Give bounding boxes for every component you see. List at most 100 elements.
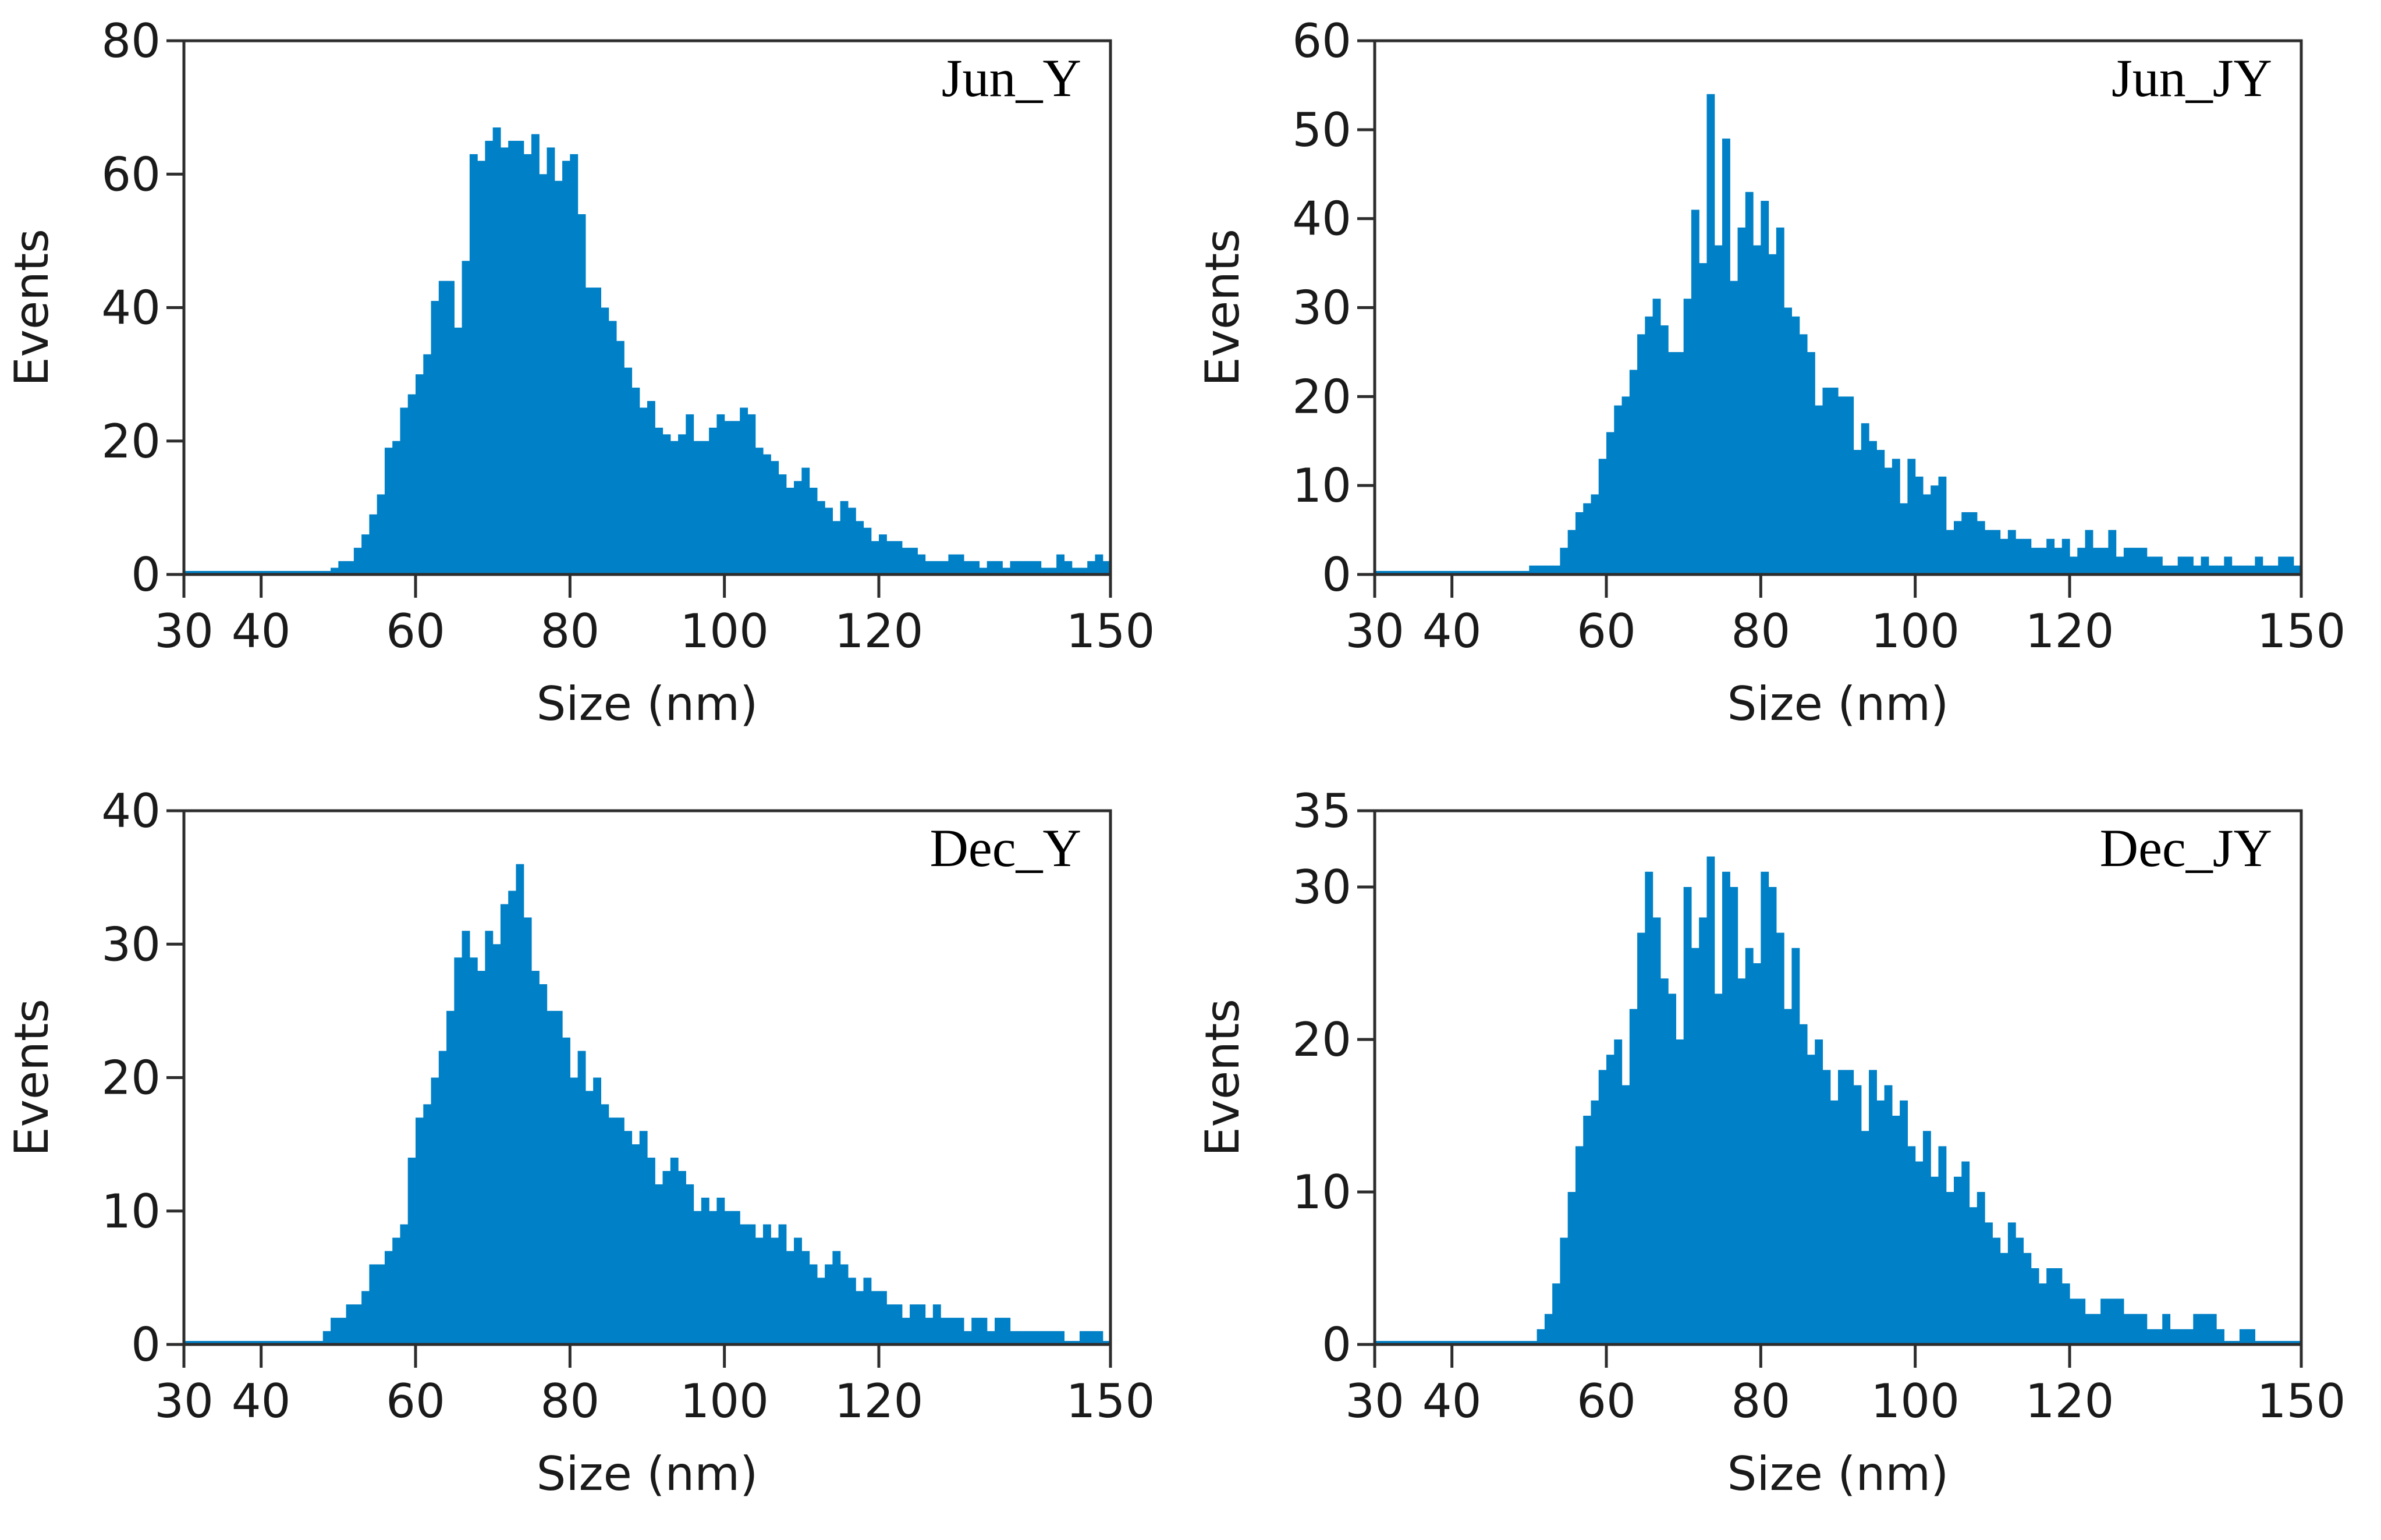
histogram-bar — [338, 1318, 347, 1344]
histogram-bar — [508, 140, 517, 574]
histogram-bar — [1706, 856, 1715, 1344]
histogram-bar — [2023, 1252, 2032, 1344]
histogram-panel-dec-y: 0 10 20 30 40 30 40 60 80 100 120 150 Size (nm) Event… — [0, 770, 1190, 1540]
histogram-bar — [2177, 1329, 2186, 1344]
histogram-bar — [863, 1278, 872, 1345]
histogram-bar — [1676, 1039, 1684, 1344]
histogram-bar — [416, 1117, 424, 1344]
x-tick-label: 150 — [1066, 604, 1155, 658]
x-tick-label: 40 — [232, 1374, 291, 1428]
histogram-bar — [1815, 405, 1823, 574]
histogram-bar — [794, 1237, 802, 1344]
histogram-bar — [948, 1318, 957, 1344]
histogram-bar — [1737, 978, 1746, 1344]
histogram-bar — [454, 957, 463, 1344]
plot-frame — [1373, 809, 2303, 1346]
x-tick-label: 60 — [1577, 1374, 1636, 1428]
histogram-bar — [446, 281, 455, 574]
histogram-bar — [786, 487, 794, 574]
histogram-bar — [1652, 917, 1661, 1344]
histogram-bar — [724, 1211, 733, 1344]
y-tick-label: 10 — [1292, 459, 1351, 513]
histogram-bar — [693, 441, 702, 574]
histogram-bar — [1853, 1085, 1862, 1344]
histogram-bar — [1730, 281, 1738, 574]
histogram-bar — [601, 307, 609, 574]
histogram-bar — [361, 534, 370, 574]
histogram-bar — [585, 1091, 594, 1344]
panel-label: Jun_Y — [942, 48, 1081, 108]
x-axis-title: Size (nm) — [537, 677, 758, 731]
histogram-bar — [1575, 1146, 1584, 1344]
histogram-bar — [1645, 316, 1653, 574]
histogram-bar — [639, 1131, 648, 1344]
histogram-bar — [601, 1104, 609, 1344]
histogram-bar — [523, 917, 532, 1344]
histogram-bar — [462, 931, 470, 1344]
histogram-bar — [755, 1237, 764, 1344]
x-tick-label: 80 — [1731, 604, 1790, 658]
y-axis-title: Events — [5, 999, 59, 1156]
histogram-bar — [1730, 887, 1738, 1344]
histogram-bar — [763, 1224, 771, 1344]
histogram-bar — [1621, 1085, 1630, 1344]
histogram-bar — [624, 1131, 633, 1344]
histogram-bar — [925, 1318, 934, 1344]
histogram-bar — [1095, 554, 1103, 574]
x-tick-label: 100 — [1871, 604, 1960, 658]
histogram-bar — [2123, 548, 2132, 574]
x-tick-label: 100 — [680, 604, 769, 658]
histogram-bar — [523, 154, 532, 574]
histogram-bar — [794, 481, 802, 574]
histogram-bar — [1683, 299, 1692, 574]
histogram-bar — [1869, 1070, 1877, 1344]
histogram-bar — [2193, 1314, 2202, 1344]
histogram-bar — [1660, 325, 1669, 574]
histogram-bar — [400, 1224, 409, 1344]
histogram-bar — [2216, 1329, 2224, 1344]
histogram-bar — [431, 301, 439, 574]
histogram-bar — [647, 400, 655, 574]
histogram-bar — [1637, 932, 1645, 1344]
histogram-bar — [809, 487, 818, 574]
y-tick-label: 0 — [131, 1318, 161, 1372]
histogram-bar — [1853, 450, 1862, 574]
histogram-bar — [894, 541, 903, 574]
histogram-bar — [2085, 530, 2093, 574]
histogram-bar — [585, 288, 594, 574]
y-tick-label: 40 — [1292, 192, 1351, 246]
histogram-bar — [817, 501, 825, 574]
histogram-bar — [670, 441, 679, 574]
x-tick-label: 30 — [1345, 604, 1404, 658]
histogram-bar — [655, 427, 663, 574]
histogram-bar — [1614, 405, 1623, 574]
histogram-bar — [1892, 459, 1900, 574]
histogram-bar — [732, 1211, 740, 1344]
histogram-bar — [847, 1278, 856, 1345]
histogram-svg-dec-jy: 0 10 20 30 35 30 40 60 80 100 120 150 Size (nm) Event… — [1195, 784, 2345, 1501]
baseline-bar — [184, 571, 1110, 574]
histogram-bar — [755, 448, 764, 574]
histogram-bar — [1706, 94, 1715, 574]
x-tick-label: 80 — [1731, 1374, 1790, 1428]
histogram-bar — [1714, 245, 1723, 574]
histogram-bar — [531, 971, 540, 1344]
histogram-bar — [462, 261, 470, 574]
panel-label: Jun_JY — [2112, 48, 2272, 108]
histogram-bar — [2031, 1268, 2039, 1344]
histogram-bar — [1637, 334, 1645, 574]
histogram-bar — [956, 554, 964, 574]
histogram-bar — [747, 414, 756, 574]
histogram-bar — [2146, 1329, 2155, 1344]
histogram-bar — [747, 1224, 756, 1344]
histogram-bar — [1884, 467, 1893, 574]
histogram-bar — [871, 541, 879, 574]
histogram-bar — [732, 421, 740, 574]
histogram-bar — [1931, 485, 1939, 574]
histogram-bar — [655, 1184, 663, 1344]
histogram-bar — [2255, 556, 2263, 574]
histogram-bar — [917, 1304, 926, 1344]
histogram-bar — [910, 548, 918, 574]
histogram-bar — [639, 407, 648, 574]
y-tick-label: 20 — [101, 1051, 161, 1105]
